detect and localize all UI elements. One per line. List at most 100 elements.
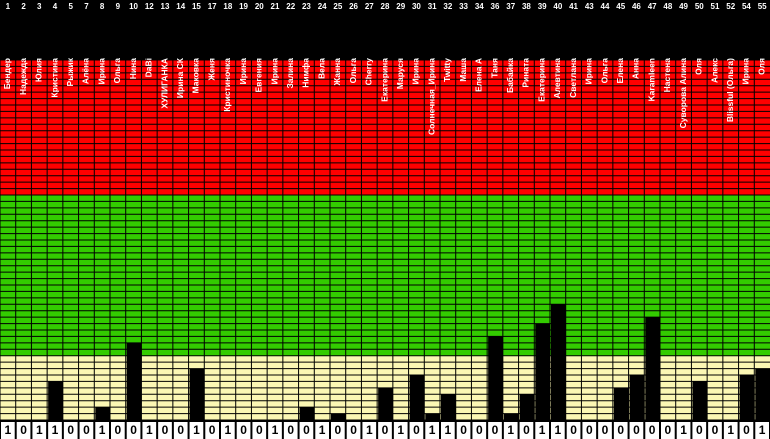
column-name: Ирина <box>584 58 594 85</box>
flag-cell <box>346 422 361 439</box>
flag: 1 <box>52 423 59 437</box>
column-id: 54 <box>742 2 751 11</box>
bar <box>629 375 645 420</box>
flag: 0 <box>350 423 357 437</box>
flag: 0 <box>256 423 263 437</box>
flag-cell <box>582 422 597 439</box>
column-name: Вела <box>316 58 326 79</box>
column-name: Светлана <box>568 58 578 98</box>
column-id: 55 <box>758 2 767 11</box>
column-name: Екатерина <box>536 58 546 102</box>
flag-cell <box>63 422 78 439</box>
column-name: Рината <box>521 58 531 88</box>
flag-cell <box>378 422 392 439</box>
column-name: Ольга <box>348 58 358 84</box>
column-name: Маковка <box>191 58 201 94</box>
flag: 0 <box>460 423 467 437</box>
flag: 0 <box>523 423 530 437</box>
flag: 1 <box>36 423 43 437</box>
column-id: 32 <box>443 2 452 11</box>
column-name: Анна <box>631 58 641 79</box>
bar <box>535 323 550 420</box>
column-id: 1 <box>6 2 11 11</box>
column-name: DaBi <box>144 58 154 77</box>
bar <box>613 387 629 420</box>
column-id: 15 <box>192 2 201 11</box>
flag: 0 <box>67 423 74 437</box>
column-name: Алевтина <box>552 58 562 99</box>
flag: 0 <box>162 423 169 437</box>
flag: 1 <box>225 423 232 437</box>
flag-cell <box>32 422 47 439</box>
column-name: Cherry <box>364 58 374 86</box>
bar <box>755 368 770 420</box>
column-id: 24 <box>318 2 327 11</box>
column-name: Бабайка <box>505 58 515 93</box>
flag: 0 <box>617 423 624 437</box>
flag: 0 <box>413 423 420 437</box>
flag: 1 <box>759 423 766 437</box>
flag-cell <box>299 422 314 439</box>
bar <box>189 368 205 420</box>
flag: 1 <box>193 423 200 437</box>
column-name: Бендер <box>2 58 12 89</box>
bar <box>48 381 63 420</box>
flag: 0 <box>303 423 310 437</box>
flag: 0 <box>83 423 90 437</box>
flag-cell <box>142 422 157 439</box>
column-name: Елена <box>615 58 625 84</box>
column-id: 39 <box>538 2 547 11</box>
flag-cell <box>425 422 439 439</box>
column-id: 37 <box>506 2 515 11</box>
flag: 0 <box>287 423 294 437</box>
column-name: Жанна <box>332 58 342 87</box>
column-name: Ольга <box>599 58 609 84</box>
flag: 1 <box>319 423 326 437</box>
flag: 0 <box>665 423 672 437</box>
column-name: Кристиночка <box>222 58 232 112</box>
bar <box>551 304 566 420</box>
column-id: 44 <box>601 2 610 11</box>
column-id: 46 <box>632 2 641 11</box>
column-name: Таня <box>489 58 499 78</box>
column-id: 27 <box>365 2 374 11</box>
column-id: 47 <box>648 2 657 11</box>
flag: 1 <box>146 423 153 437</box>
flag: 1 <box>445 423 452 437</box>
flag: 1 <box>272 423 279 437</box>
column-id: 38 <box>522 2 531 11</box>
column-id: 50 <box>695 2 704 11</box>
column-name: Ирина <box>238 58 248 85</box>
flag-cell <box>488 422 502 439</box>
column-id: 13 <box>161 2 170 11</box>
flag-cell <box>441 422 455 439</box>
flag-cell <box>708 422 722 439</box>
flag: 1 <box>429 423 436 437</box>
column-id: 14 <box>176 2 185 11</box>
bar <box>488 336 503 420</box>
flag: 0 <box>382 423 389 437</box>
flag-cell <box>519 422 534 439</box>
bar <box>519 394 535 420</box>
flag-cell <box>79 422 94 439</box>
flag-cell <box>723 422 738 439</box>
flag: 0 <box>20 423 27 437</box>
bar <box>331 413 346 420</box>
flag: 0 <box>570 423 577 437</box>
zone <box>0 60 770 195</box>
flag-cell <box>661 422 675 439</box>
column-id: 18 <box>223 2 232 11</box>
flag-cell <box>535 422 549 439</box>
flag: 1 <box>507 423 514 437</box>
flag: 1 <box>680 423 687 437</box>
column-id: 36 <box>491 2 500 11</box>
column-id: 25 <box>333 2 342 11</box>
column-name: Ирина <box>411 58 421 85</box>
column-id: 2 <box>21 2 26 11</box>
flag-cell <box>111 422 125 439</box>
bar <box>692 381 708 420</box>
flag-cell <box>566 422 581 439</box>
bar <box>503 413 519 420</box>
flag-cell <box>692 422 707 439</box>
